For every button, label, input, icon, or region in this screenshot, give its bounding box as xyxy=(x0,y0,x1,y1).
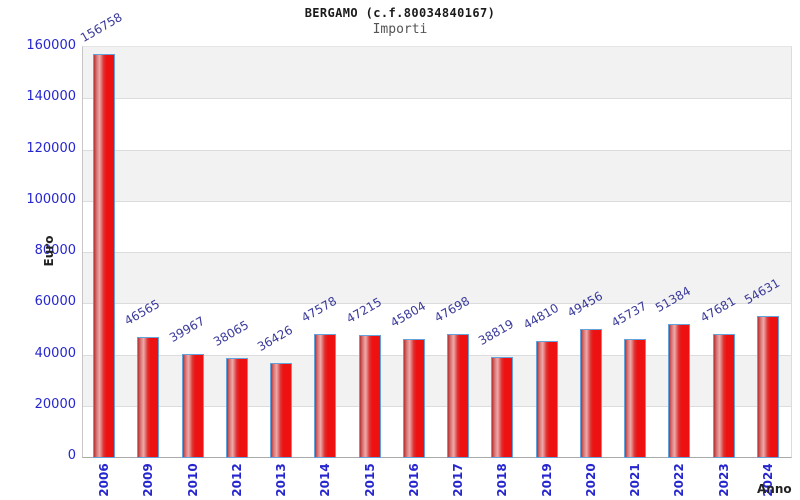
x-tick-label-2019: 2019 xyxy=(540,463,554,497)
y-tick-label: 0 xyxy=(67,448,76,463)
chart-title: BERGAMO (c.f.80034840167) xyxy=(304,6,496,20)
gridline xyxy=(83,98,791,99)
bar-2013 xyxy=(270,363,292,458)
y-tick-label: 40000 xyxy=(34,346,76,361)
gridline xyxy=(83,150,791,151)
chart-subtitle: Importi xyxy=(372,22,428,37)
gridline xyxy=(83,303,791,304)
bar-2021 xyxy=(624,339,646,458)
y-tick-label: 60000 xyxy=(34,294,76,309)
x-tick-label-2017: 2017 xyxy=(451,463,465,497)
y-tick-label: 20000 xyxy=(34,397,76,412)
x-tick-label-2014: 2014 xyxy=(318,463,332,497)
y-tick-label: 100000 xyxy=(26,192,76,207)
bar-2024 xyxy=(757,316,779,458)
plot-band xyxy=(83,98,791,150)
bar-2020 xyxy=(580,329,602,458)
bar-2014 xyxy=(314,334,336,458)
bar-2017 xyxy=(447,334,469,458)
bar-2018 xyxy=(491,357,513,458)
gridline xyxy=(83,355,791,356)
y-tick-label: 120000 xyxy=(26,141,76,156)
plot-band xyxy=(83,47,791,99)
bar-2019 xyxy=(536,341,558,458)
gridline xyxy=(83,406,791,407)
x-axis-title: Anno xyxy=(757,482,792,496)
plot-band xyxy=(83,252,791,304)
x-tick-label-2013: 2013 xyxy=(274,463,288,497)
bar-2012 xyxy=(226,358,248,458)
y-tick-label: 140000 xyxy=(26,89,76,104)
y-axis-title: Euro xyxy=(42,235,56,267)
x-tick-label-2015: 2015 xyxy=(363,463,377,497)
x-tick-label-2020: 2020 xyxy=(584,463,598,497)
bar-2023 xyxy=(713,334,735,458)
plot-area xyxy=(82,46,792,458)
plot-band xyxy=(83,200,791,252)
bar-2006 xyxy=(93,54,115,458)
x-tick-label-2009: 2009 xyxy=(141,463,155,497)
x-tick-label-2022: 2022 xyxy=(672,463,686,497)
bar-2022 xyxy=(668,324,690,458)
x-tick-label-2012: 2012 xyxy=(230,463,244,497)
bar-2016 xyxy=(403,339,425,458)
gridline xyxy=(83,201,791,202)
x-tick-label-2023: 2023 xyxy=(717,463,731,497)
plot-band xyxy=(83,149,791,201)
bar-2015 xyxy=(359,335,381,458)
x-tick-label-2010: 2010 xyxy=(186,463,200,497)
bar-2010 xyxy=(182,354,204,458)
x-tick-label-2021: 2021 xyxy=(628,463,642,497)
bar-2009 xyxy=(137,337,159,458)
gridline xyxy=(83,252,791,253)
x-tick-label-2018: 2018 xyxy=(495,463,509,497)
x-tick-label-2006: 2006 xyxy=(97,463,111,497)
y-tick-label: 160000 xyxy=(26,38,76,53)
x-tick-label-2016: 2016 xyxy=(407,463,421,497)
y-tick-label: 80000 xyxy=(34,243,76,258)
